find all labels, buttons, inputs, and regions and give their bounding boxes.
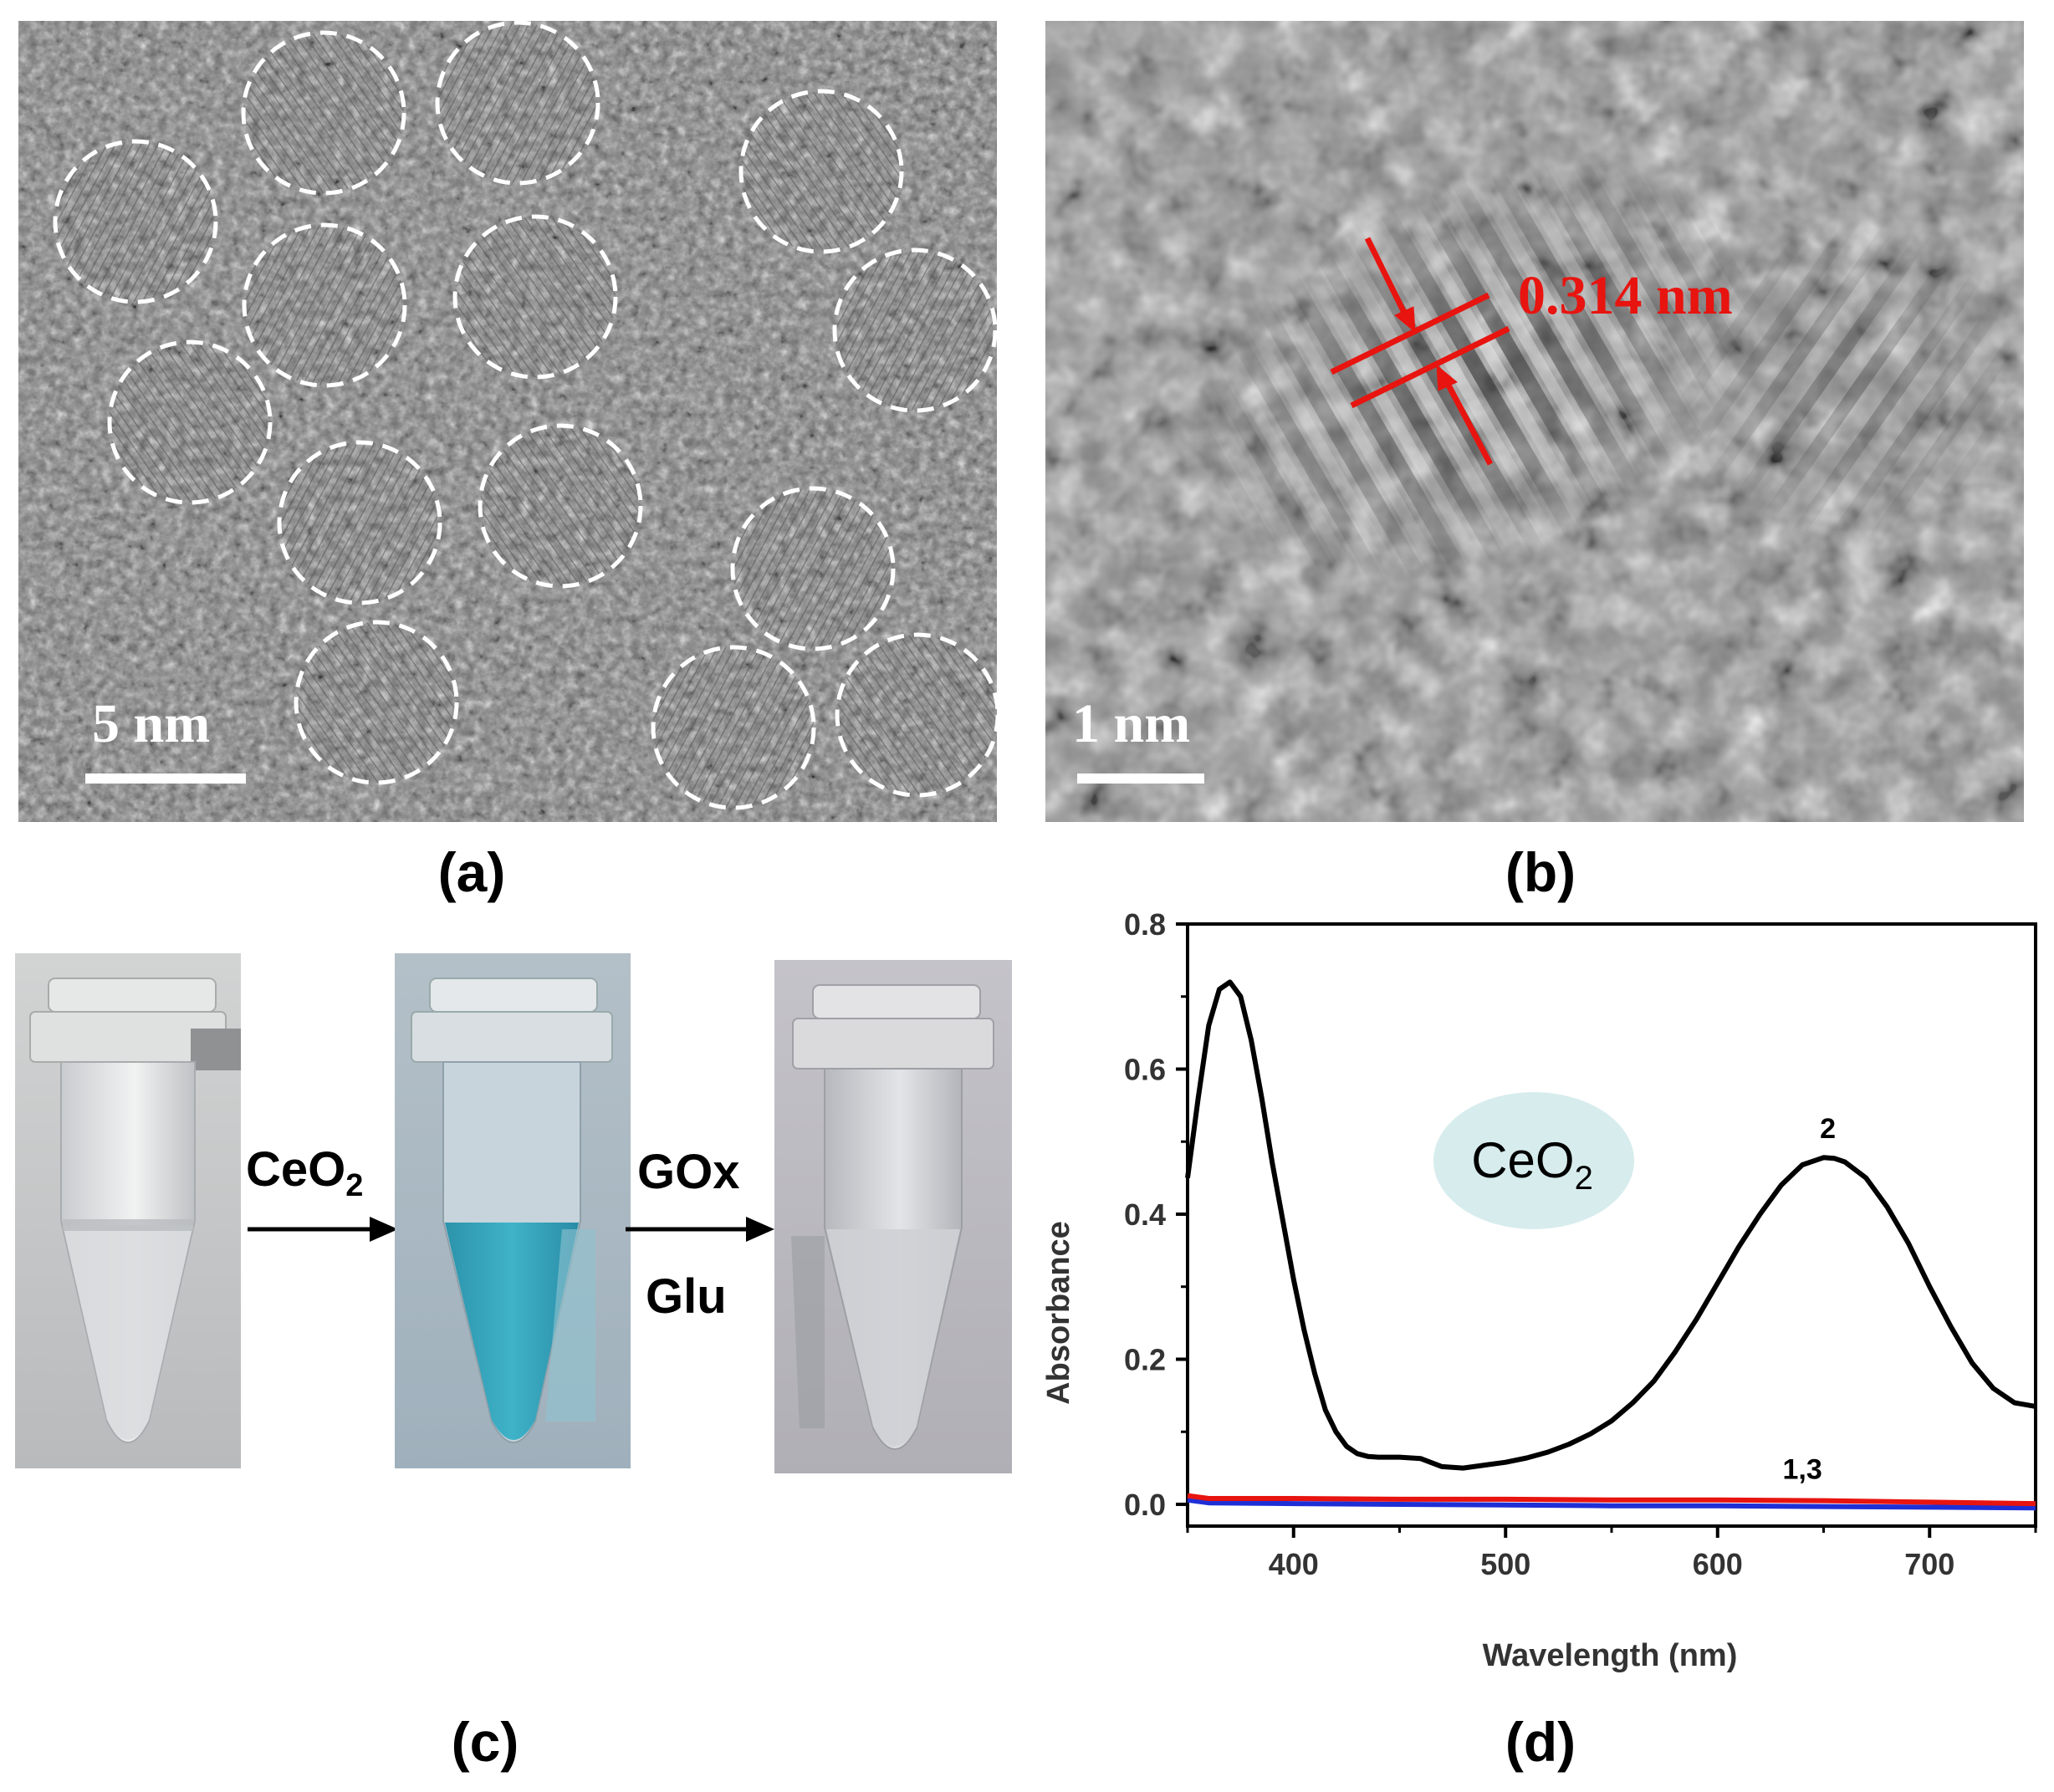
reagent-ceo2: CeO bbox=[246, 1142, 346, 1197]
scale-bar-b bbox=[1077, 773, 1204, 784]
arrow-2-label-bottom: Glu bbox=[646, 1269, 727, 1324]
particle-circle bbox=[53, 139, 218, 304]
series-line bbox=[1187, 1493, 2036, 1507]
tem-micrograph-b bbox=[1045, 21, 2024, 822]
particle-circle bbox=[242, 222, 407, 388]
particle-circle bbox=[294, 620, 459, 785]
arrow-2 bbox=[626, 1217, 774, 1242]
tube-colorless-3 bbox=[774, 960, 1012, 1473]
arrow-2-label-top: GOx bbox=[637, 1145, 740, 1199]
y-tick-label: 0.0 bbox=[1124, 1488, 1166, 1522]
x-axis-label: Wavelength (nm) bbox=[1483, 1638, 1738, 1673]
particle-lattice bbox=[733, 488, 893, 649]
tube-blue bbox=[395, 953, 631, 1468]
series-line bbox=[1187, 1497, 2036, 1511]
scale-bar-a bbox=[85, 773, 246, 784]
particle-lattice bbox=[437, 23, 598, 183]
lattice-spacing-marker bbox=[1330, 237, 1510, 466]
particle-circle bbox=[277, 440, 442, 605]
curve-annotation: 2 bbox=[1820, 1113, 1836, 1145]
y-tick-label: 0.8 bbox=[1124, 907, 1166, 942]
particle-lattice bbox=[480, 426, 641, 586]
particle-lattice bbox=[244, 225, 405, 385]
reagent-ceo2-subscript: 2 bbox=[345, 1168, 364, 1203]
particle-lattice bbox=[741, 91, 902, 252]
arrow-1-label: CeO2 bbox=[246, 1146, 363, 1202]
caption-b: (b) bbox=[1505, 841, 1576, 903]
absorbance-chart-svg: 400 500 600 700 0.0 0.2 0.4 0.6 0.8 2 1,3 CeO2 Wa… bbox=[1041, 907, 2037, 1673]
caption-a: (a) bbox=[437, 841, 506, 903]
particle-circle bbox=[478, 423, 643, 589]
lattice-spacing-label: 0.314 nm bbox=[1518, 265, 1733, 326]
y-tick-label: 0.2 bbox=[1124, 1342, 1166, 1376]
y-tick-label: 0.6 bbox=[1124, 1052, 1166, 1086]
scale-bar-label-a: 5 nm bbox=[92, 693, 211, 754]
particle-lattice bbox=[455, 217, 616, 377]
particle-circle bbox=[730, 486, 896, 651]
particle-circle bbox=[651, 645, 816, 810]
x-tick-label: 500 bbox=[1480, 1547, 1530, 1581]
series-line bbox=[1185, 979, 2036, 1471]
tem-image-a: 5 nm bbox=[18, 21, 997, 822]
y-axis-label: Absorbance bbox=[1041, 1221, 1076, 1405]
tube-photo-1 bbox=[15, 953, 241, 1468]
particle-circle bbox=[835, 632, 997, 798]
particle-lattice bbox=[55, 141, 216, 302]
particle-circle bbox=[107, 340, 273, 505]
tem-image-b: 0.314 nm 1 nm bbox=[1045, 21, 2024, 822]
particle-lattice bbox=[653, 647, 814, 808]
y-tick-label: 0.4 bbox=[1124, 1197, 1166, 1232]
particle-circle bbox=[832, 248, 997, 413]
tube-photo-2 bbox=[395, 953, 631, 1468]
x-tick-label: 700 bbox=[1904, 1547, 1954, 1581]
absorbance-chart: 400 500 600 700 0.0 0.2 0.4 0.6 0.8 2 1,3 CeO2 Wa… bbox=[1020, 903, 2054, 1706]
particle-lattice bbox=[296, 622, 457, 783]
scale-bar-label-b: 1 nm bbox=[1072, 693, 1191, 754]
particle-lattice bbox=[837, 635, 997, 795]
particle-lattice bbox=[279, 442, 440, 603]
x-tick-label: 400 bbox=[1269, 1547, 1319, 1581]
tube-colorless-1 bbox=[15, 953, 241, 1468]
ceo2-badge bbox=[1433, 1092, 1634, 1229]
particle-circle bbox=[452, 214, 618, 380]
x-tick-label: 600 bbox=[1693, 1547, 1743, 1581]
curve-annotation: 1,3 bbox=[1783, 1454, 1822, 1486]
particle-lattice bbox=[110, 342, 270, 503]
caption-c: (c) bbox=[451, 1711, 519, 1773]
plot-frame bbox=[1186, 922, 2037, 1528]
particle-circle bbox=[241, 30, 406, 196]
tem-micrograph-a bbox=[18, 21, 997, 822]
arrow-1 bbox=[248, 1217, 398, 1242]
caption-d: (d) bbox=[1505, 1711, 1576, 1773]
tube-photo-3 bbox=[774, 960, 1012, 1473]
particle-circle bbox=[738, 89, 904, 254]
ceo2-badge-label: CeO2 bbox=[1471, 1132, 1593, 1197]
particle-circle bbox=[435, 21, 600, 186]
particle-lattice bbox=[243, 33, 404, 193]
particle-lattice bbox=[835, 250, 995, 411]
